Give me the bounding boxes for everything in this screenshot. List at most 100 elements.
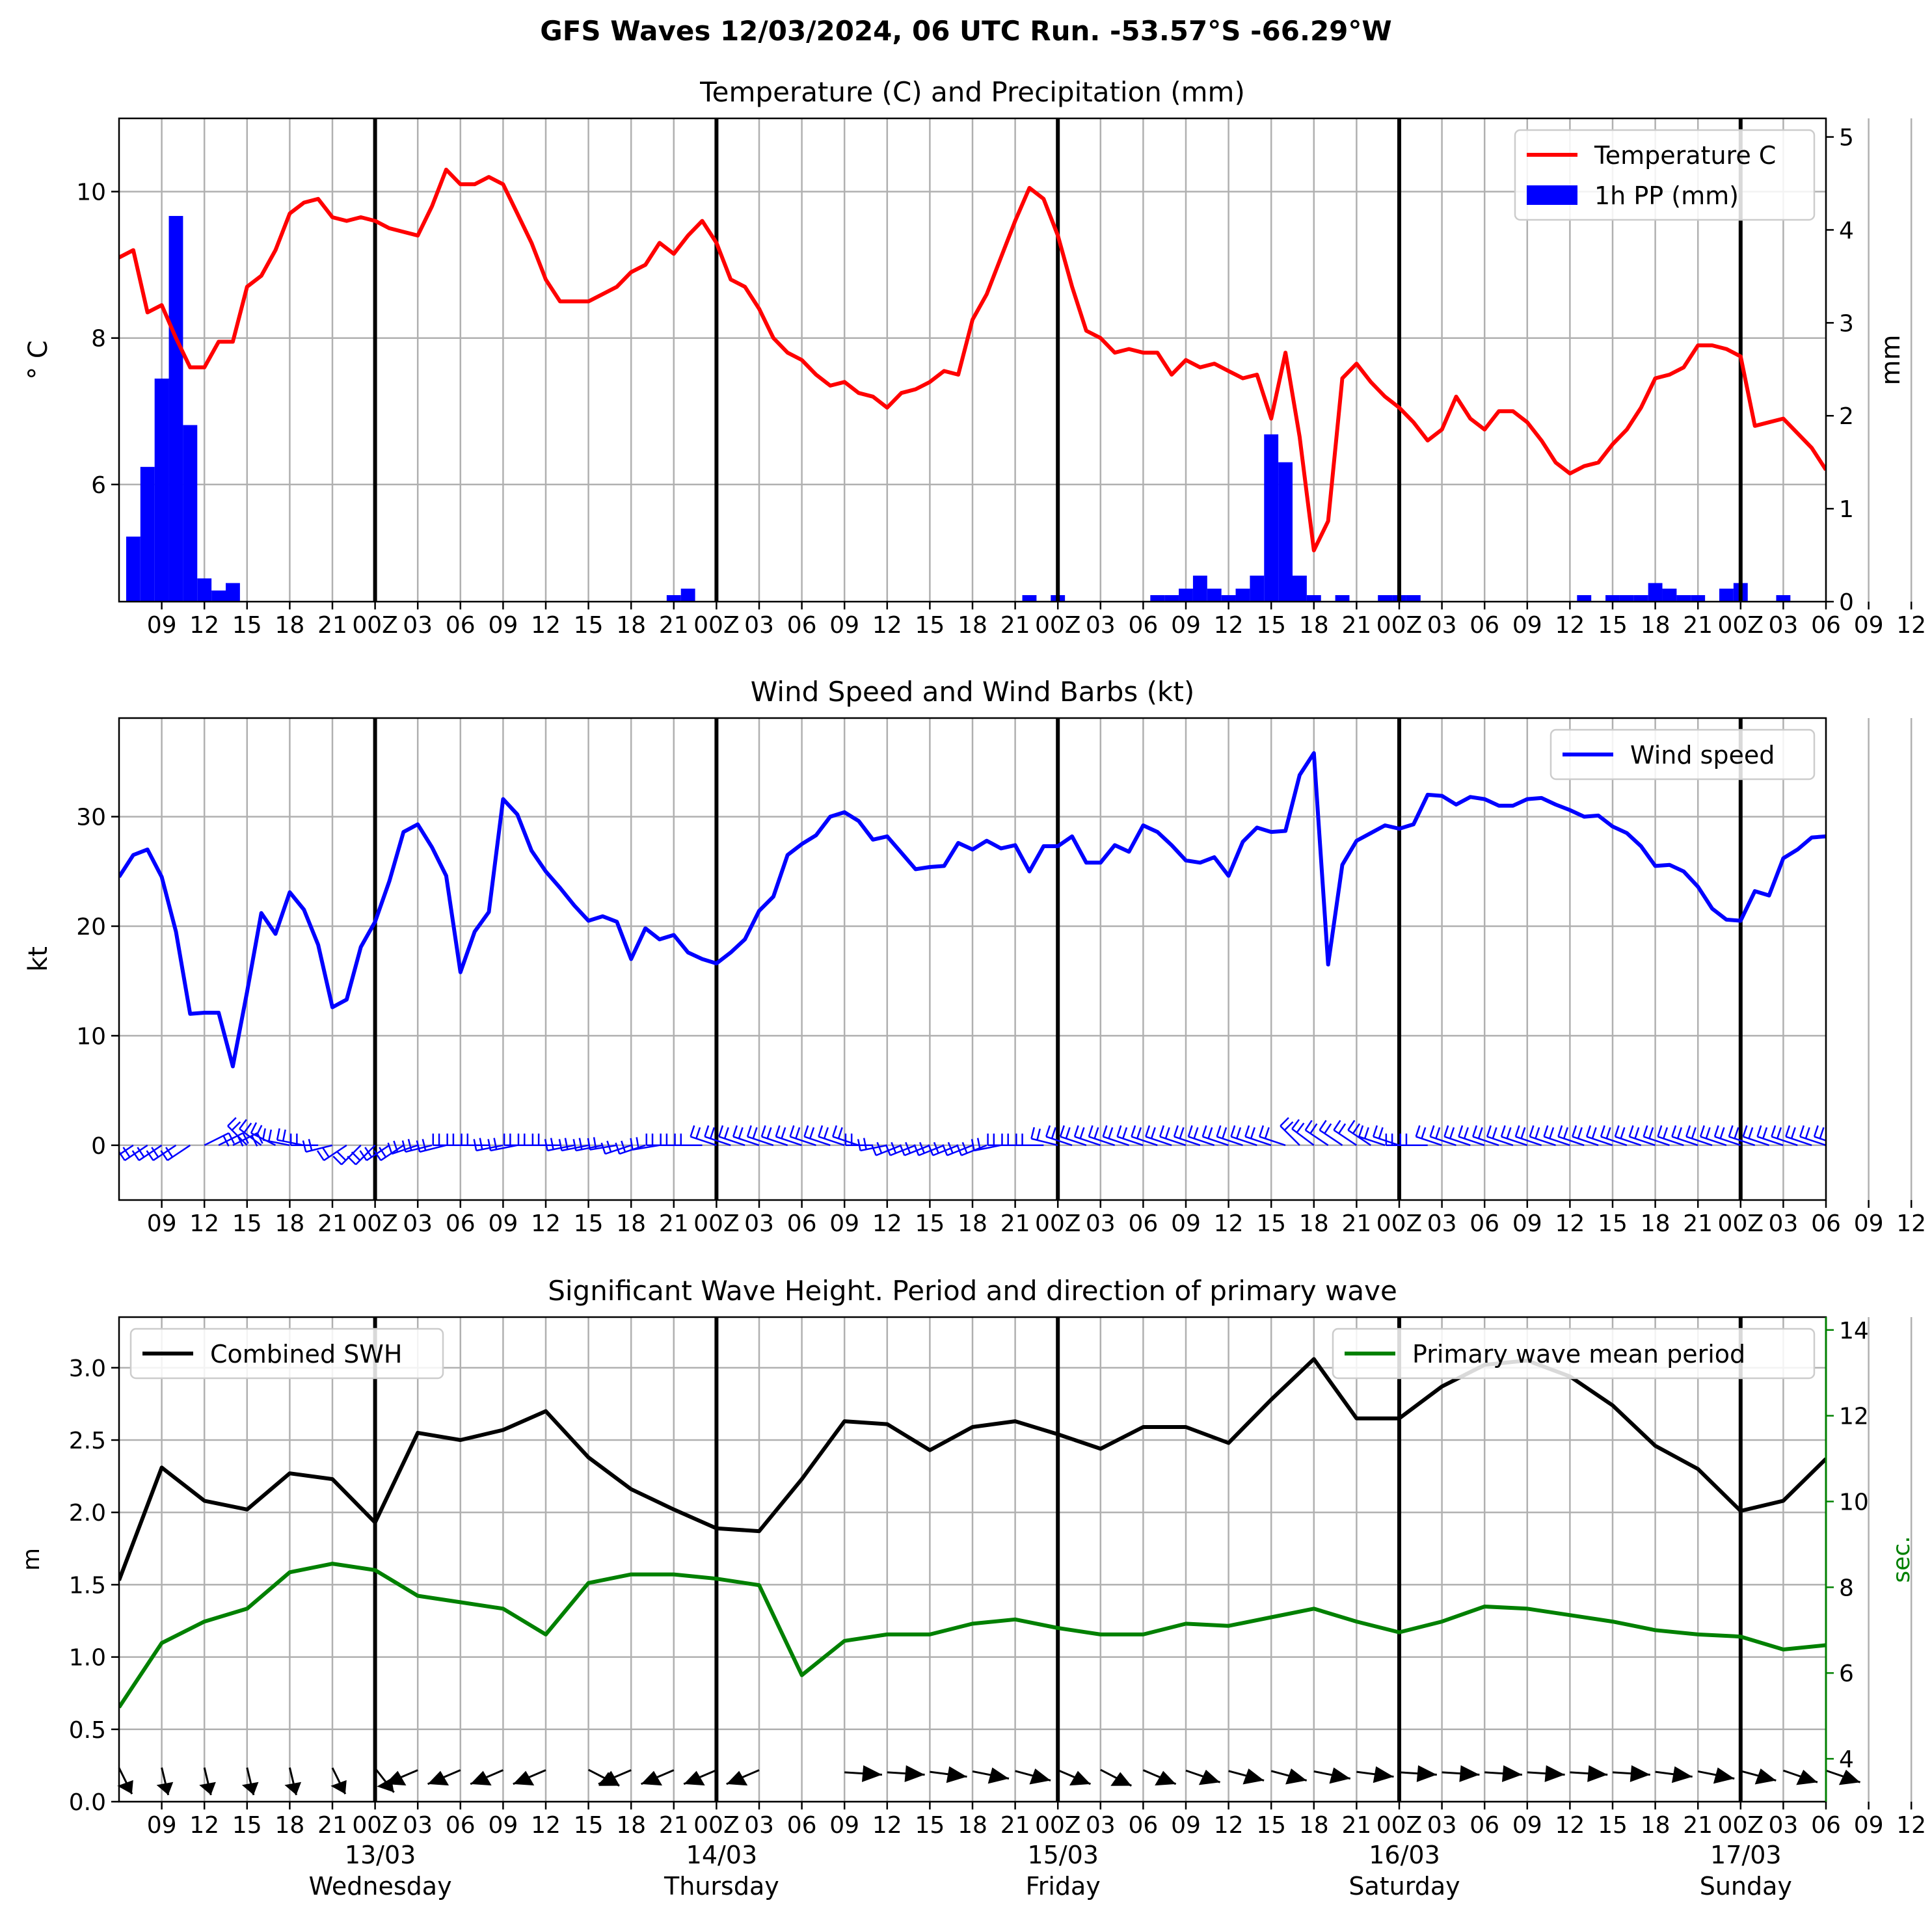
x-tick-label: 18: [1299, 612, 1329, 639]
x-tick-label: 12: [872, 612, 902, 639]
wind-barb-flag: [913, 1144, 920, 1156]
x-tick-label: 12: [1214, 1210, 1244, 1237]
wind-barb-flag: [1372, 1125, 1378, 1137]
x-tick-label: 12: [1214, 612, 1244, 639]
wind-barb-flag: [732, 1125, 738, 1137]
wind-barb: [747, 1136, 774, 1146]
x-tick-label: 18: [616, 1210, 646, 1237]
wind-barb: [1045, 1136, 1073, 1146]
wave-arrow-head: [1713, 1767, 1735, 1784]
wind-barb-flag: [564, 1138, 569, 1150]
x-tick-label: 03: [403, 1812, 433, 1839]
day-weekday-label: Sunday: [1700, 1872, 1792, 1901]
wind-barb-flag: [1520, 1127, 1526, 1139]
x-tick-label: 12: [531, 1210, 561, 1237]
wind-barb-flag: [1748, 1127, 1754, 1139]
wind-barb-flag: [1742, 1125, 1748, 1137]
x-tick-label: 12: [1555, 1210, 1585, 1237]
precip-bar: [1648, 583, 1663, 602]
x-tick-label: 21: [1000, 1812, 1030, 1839]
wind-barb-flag: [1187, 1125, 1193, 1137]
x-tick-label: 15: [1598, 1812, 1628, 1839]
x-tick-label: 15: [1256, 612, 1286, 639]
wind-barb-flag: [416, 1140, 421, 1153]
legend: Temperature C 1h PP (mm): [1514, 129, 1816, 221]
wind-barb-flag: [1785, 1125, 1791, 1137]
wind-barb: [1103, 1136, 1129, 1146]
figure-suptitle: GFS Waves 12/03/2024, 06 UTC Run. -53.57…: [540, 15, 1392, 47]
x-tick-label: 12: [531, 612, 561, 639]
wind-barb: [1685, 1136, 1713, 1146]
wind-barb: [419, 1144, 447, 1153]
legend: Combined SWH: [129, 1328, 444, 1380]
wind-barb-flag: [1492, 1127, 1497, 1139]
x-tick-label: 12: [1896, 612, 1926, 639]
x-tick-label: 18: [275, 612, 304, 639]
y-tick-label: 2.0: [69, 1500, 106, 1527]
wave-arrow-head: [384, 1770, 407, 1786]
x-tick-label: 06: [1469, 1210, 1499, 1237]
wind-barb-flag: [818, 1125, 824, 1137]
x-tick-label: 12: [1896, 1210, 1926, 1237]
wind-barb-flag: [803, 1125, 809, 1137]
wind-barb-flag: [1338, 1123, 1347, 1134]
wind-barb-flag: [316, 1150, 325, 1161]
wind-barb: [1643, 1136, 1670, 1146]
wind-barb-flag: [1676, 1127, 1682, 1139]
x-tick-label: 06: [1128, 1812, 1158, 1839]
series-line-wind-speed: [119, 751, 1826, 1069]
wind-barb: [775, 1136, 802, 1146]
precip-bar: [1179, 588, 1193, 602]
x-tick-label: 21: [317, 1812, 347, 1839]
x-tick-label: 15: [574, 1812, 604, 1839]
wind-barb-flag: [593, 1137, 597, 1149]
wind-barb-flag: [165, 1147, 174, 1158]
wind-barb-flag: [1102, 1125, 1108, 1137]
precip-bar: [1164, 594, 1179, 602]
wind-barb: [1671, 1136, 1698, 1146]
x-tick-label: 15: [1256, 1210, 1286, 1237]
y-tick-label: 0.5: [69, 1717, 106, 1744]
wind-barb-flag: [359, 1150, 368, 1161]
legend-entry: 1h PP (mm): [1594, 181, 1739, 210]
wind-barb: [1700, 1136, 1727, 1146]
x-tick-label: 03: [744, 612, 774, 639]
wind-barb: [341, 1144, 362, 1166]
x-tick-label: 09: [488, 612, 518, 639]
wind-barb: [1280, 1125, 1300, 1146]
wind-barb-flag: [919, 1141, 926, 1154]
precip-bar: [1221, 594, 1236, 602]
legend: Primary wave mean period: [1332, 1328, 1816, 1380]
wind-barb-flag: [1813, 1125, 1819, 1137]
x-tick-label: 15: [915, 612, 945, 639]
x-tick-label: 00Z: [1718, 612, 1764, 639]
wind-barb-flag: [1557, 1125, 1563, 1137]
wind-barb-flag: [1435, 1127, 1441, 1139]
x-tick-label: 12: [872, 1812, 902, 1839]
x-tick-label: 12: [1896, 1812, 1926, 1839]
x-tick-label: 06: [787, 1812, 817, 1839]
precip-bar: [1306, 594, 1321, 602]
wind-barb-flag: [710, 1127, 716, 1139]
x-tick-label: 00Z: [352, 1210, 397, 1237]
x-tick-label: 09: [1854, 612, 1884, 639]
wind-barb: [1458, 1136, 1485, 1146]
wind-barb-flag: [332, 1155, 342, 1166]
wind-barb-flag: [231, 1121, 241, 1131]
x-tick-label: 12: [1555, 612, 1585, 639]
y-tick-label: 10: [76, 1023, 106, 1050]
wind-barb: [1657, 1136, 1684, 1146]
wind-barb-flag: [1296, 1122, 1305, 1133]
precip-bar: [680, 588, 695, 602]
wind-barb: [262, 1139, 290, 1147]
wind-barb-flag: [351, 1151, 361, 1161]
wave-arrow-head: [513, 1770, 535, 1786]
wind-barb: [119, 1144, 134, 1156]
wind-barb-flag: [347, 1155, 356, 1166]
wind-barb-flag: [1179, 1127, 1185, 1139]
wind-barb-flag: [1222, 1127, 1228, 1139]
wind-barb-flag: [1614, 1125, 1620, 1137]
wave-arrow-head: [1329, 1767, 1350, 1784]
x-tick-label: 09: [1171, 1210, 1201, 1237]
wave-arrow-head: [726, 1770, 748, 1786]
